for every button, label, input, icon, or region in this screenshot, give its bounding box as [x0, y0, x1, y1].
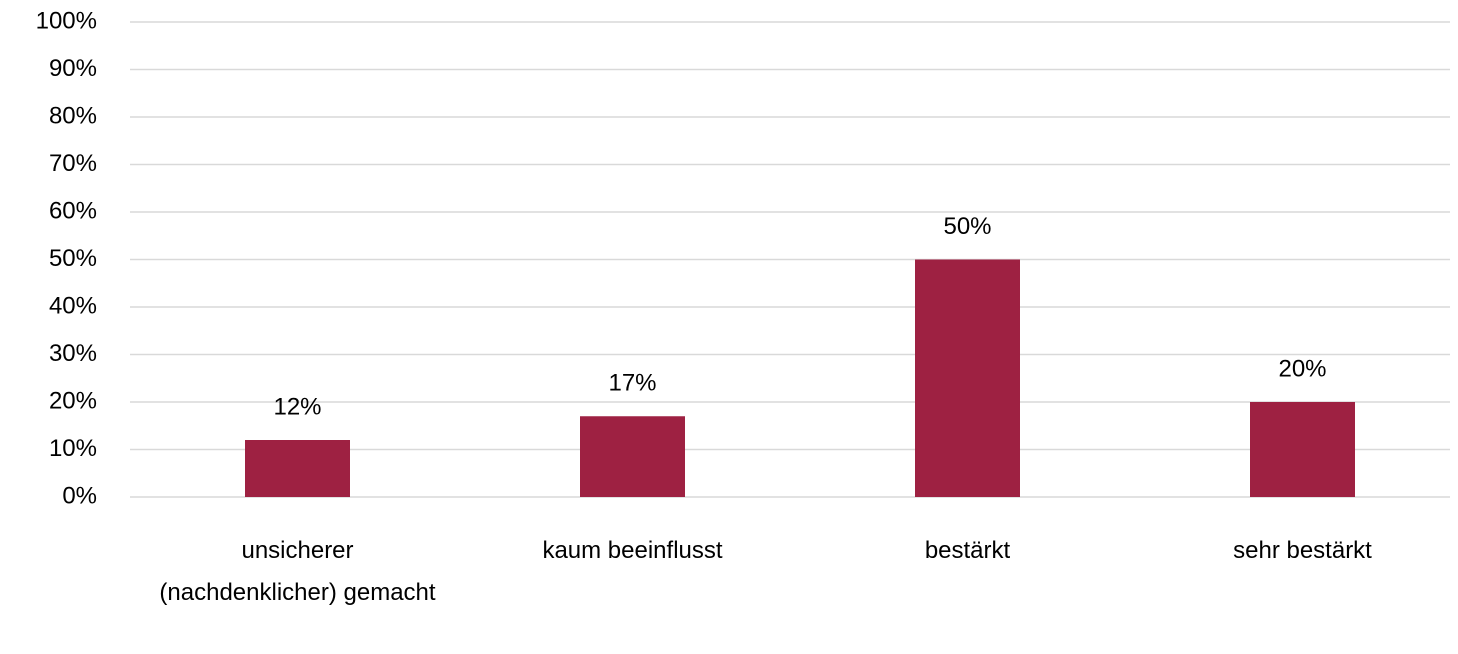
data-label: 50% [943, 213, 991, 240]
data-label: 17% [608, 370, 656, 397]
data-label: 20% [1278, 355, 1326, 382]
bar [915, 259, 1020, 497]
x-tick-label: kaum beeinflusst [542, 537, 723, 564]
y-tick-label: 90% [49, 55, 97, 82]
y-tick-label: 50% [49, 245, 97, 272]
bar [245, 440, 350, 497]
y-tick-label: 40% [49, 292, 97, 319]
x-tick-label: sehr bestärkt [1233, 537, 1372, 564]
data-label: 12% [273, 393, 321, 420]
y-tick-label: 20% [49, 387, 97, 414]
y-tick-label: 0% [62, 482, 97, 509]
bar [580, 416, 685, 497]
x-tick-label: bestärkt [924, 537, 1011, 564]
y-tick-label: 70% [49, 150, 97, 177]
y-tick-label: 100% [36, 7, 97, 34]
y-tick-label: 30% [49, 340, 97, 367]
y-tick-label: 60% [49, 197, 97, 224]
y-tick-label: 10% [49, 435, 97, 462]
x-tick-label: unsicherer (nachdenklicher) gemacht [159, 537, 436, 606]
y-tick-label: 80% [49, 102, 97, 129]
bar [1250, 402, 1355, 497]
